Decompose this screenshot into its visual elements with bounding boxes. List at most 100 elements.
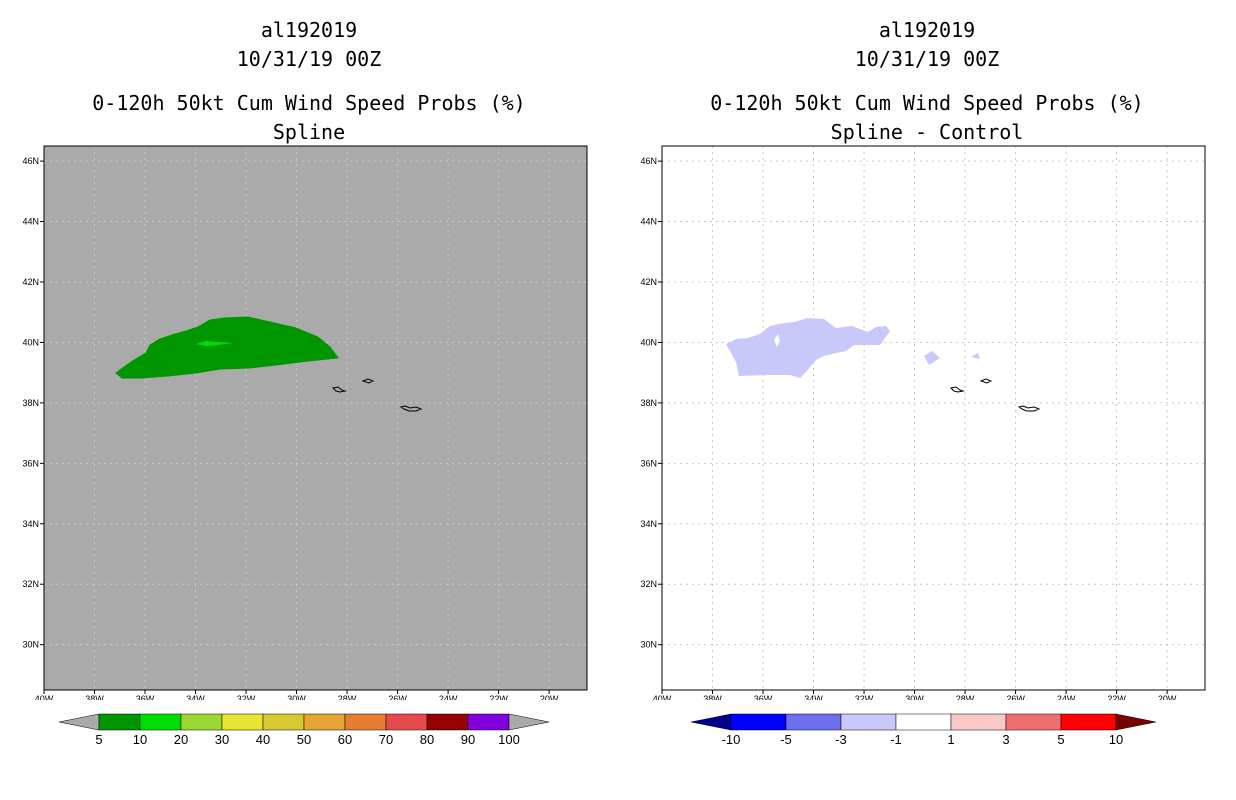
lat-label: 32N — [640, 579, 657, 589]
colorbar-label: 30 — [215, 732, 229, 747]
prob-region-10-20 — [196, 341, 234, 346]
map-border — [661, 145, 1206, 691]
lat-label: 40N — [22, 337, 39, 347]
colorbar-swatch — [98, 713, 141, 731]
diff-region-minus3-minus1 — [726, 318, 890, 378]
colorbar-high-arrow — [1115, 713, 1157, 731]
colorbar-swatch — [895, 713, 952, 731]
lon-label: 38W — [85, 694, 104, 700]
lon-label: 24W — [439, 694, 458, 700]
colorbar-high-arrow — [508, 713, 550, 731]
probability-colorbar: 5 10 20 30 40 50 60 70 80 90 100 — [58, 713, 550, 747]
lon-label: 38W — [703, 694, 722, 700]
colorbar-swatch — [730, 713, 787, 731]
lat-label: 40N — [640, 337, 657, 347]
longitude-labels: 40W 38W 36W 34W 32W 30W 28W 26W 24W 22W 20W — [35, 690, 559, 700]
colorbar-swatch — [840, 713, 897, 731]
grid-lines — [661, 146, 1205, 690]
lon-label: 32W — [855, 694, 874, 700]
lon-label: 34W — [186, 694, 205, 700]
island-outlines — [949, 378, 1041, 412]
diff-region-small-1 — [924, 351, 940, 365]
right-panel: al192019 10/31/19 00Z 0-120h 50kt Cum Wi… — [618, 0, 1236, 800]
colorbar-label: 90 — [461, 732, 475, 747]
lat-label: 42N — [640, 277, 657, 287]
colorbar-label: 100 — [498, 732, 520, 747]
lat-label: 34N — [640, 519, 657, 529]
colorbar-swatch — [139, 713, 182, 731]
difference-map: 46N 44N 42N 40N 38N 36N 34N 32N 30N 40W 38W 36W 34W… — [640, 145, 1206, 700]
lon-label: 26W — [388, 694, 407, 700]
colorbar-swatch — [221, 713, 264, 731]
colorbar-label: -10 — [722, 732, 741, 747]
lon-label: 28W — [956, 694, 975, 700]
latitude-labels: 46N 44N 42N 40N 38N 36N 34N 32N 30N — [22, 156, 44, 650]
colorbar-low-arrow — [690, 713, 732, 731]
colorbar-label: 5 — [1057, 732, 1064, 747]
colorbar-label: 70 — [379, 732, 393, 747]
colorbar-swatch — [385, 713, 428, 731]
latitude-labels: 46N 44N 42N 40N 38N 36N 34N 32N 30N — [640, 156, 662, 650]
diff-region-small-2 — [971, 353, 980, 359]
lat-label: 30N — [22, 640, 39, 650]
colorbar-label: 20 — [174, 732, 188, 747]
prob-region-5-10 — [115, 316, 339, 379]
colorbar-label: -3 — [835, 732, 847, 747]
lon-label: 26W — [1006, 694, 1025, 700]
colorbar-swatch — [1005, 713, 1062, 731]
storm-id-label: al192019 — [878, 18, 976, 42]
lon-label: 22W — [489, 694, 508, 700]
colorbar-swatch — [262, 713, 305, 731]
lon-label: 20W — [540, 694, 559, 700]
lat-label: 34N — [22, 519, 39, 529]
colorbar-swatch — [467, 713, 510, 731]
colorbar-label: -5 — [780, 732, 792, 747]
map-border — [43, 145, 588, 691]
colorbar-label: -1 — [890, 732, 902, 747]
colorbar-label: 5 — [95, 732, 102, 747]
colorbar-swatch — [180, 713, 223, 731]
lon-label: 32W — [237, 694, 256, 700]
lon-label: 34W — [804, 694, 823, 700]
lat-label: 44N — [22, 217, 39, 227]
diff-hole — [774, 334, 780, 347]
lat-label: 46N — [640, 156, 657, 166]
colorbar-low-arrow — [58, 713, 100, 731]
lat-label: 38N — [22, 398, 39, 408]
datetime-label: 10/31/19 00Z — [854, 47, 1000, 71]
lon-label: 30W — [905, 694, 924, 700]
colorbar-swatch — [303, 713, 346, 731]
lon-label: 30W — [287, 694, 306, 700]
lat-label: 44N — [640, 217, 657, 227]
lat-label: 46N — [22, 156, 39, 166]
lon-label: 24W — [1057, 694, 1076, 700]
product-title: 0-120h 50kt Cum Wind Speed Probs (%) — [710, 91, 1144, 115]
colorbar-swatch — [1060, 713, 1117, 731]
lon-label: 40W — [35, 694, 54, 700]
lat-label: 38N — [640, 398, 657, 408]
lon-label: 40W — [653, 694, 672, 700]
colorbar-label: 60 — [338, 732, 352, 747]
lon-label: 36W — [136, 694, 155, 700]
lat-label: 42N — [22, 277, 39, 287]
lon-label: 20W — [1158, 694, 1177, 700]
colorbar-label: 40 — [256, 732, 270, 747]
colorbar-label: 1 — [947, 732, 954, 747]
colorbar-label: 3 — [1002, 732, 1009, 747]
lat-label: 30N — [640, 640, 657, 650]
colorbar-swatch — [344, 713, 387, 731]
lat-label: 36N — [22, 458, 39, 468]
probability-map: 46N 44N 42N 40N 38N 36N 34N 32N 30N 40W 38W 36W 34W… — [22, 145, 588, 700]
colorbar-swatch — [950, 713, 1007, 731]
longitude-labels: 40W 38W 36W 34W 32W 30W 28W 26W 24W 22W 20W — [653, 690, 1177, 700]
lon-label: 28W — [338, 694, 357, 700]
product-subtitle: Spline - Control — [830, 120, 1024, 144]
colorbar-label: 10 — [133, 732, 147, 747]
colorbar-label: 80 — [420, 732, 434, 747]
lon-label: 36W — [754, 694, 773, 700]
colorbar-label: 10 — [1109, 732, 1123, 747]
colorbar-label: 50 — [297, 732, 311, 747]
lat-label: 32N — [22, 579, 39, 589]
difference-colorbar: -10 -5 -3 -1 1 3 5 10 — [690, 713, 1157, 747]
map-background — [44, 146, 587, 690]
